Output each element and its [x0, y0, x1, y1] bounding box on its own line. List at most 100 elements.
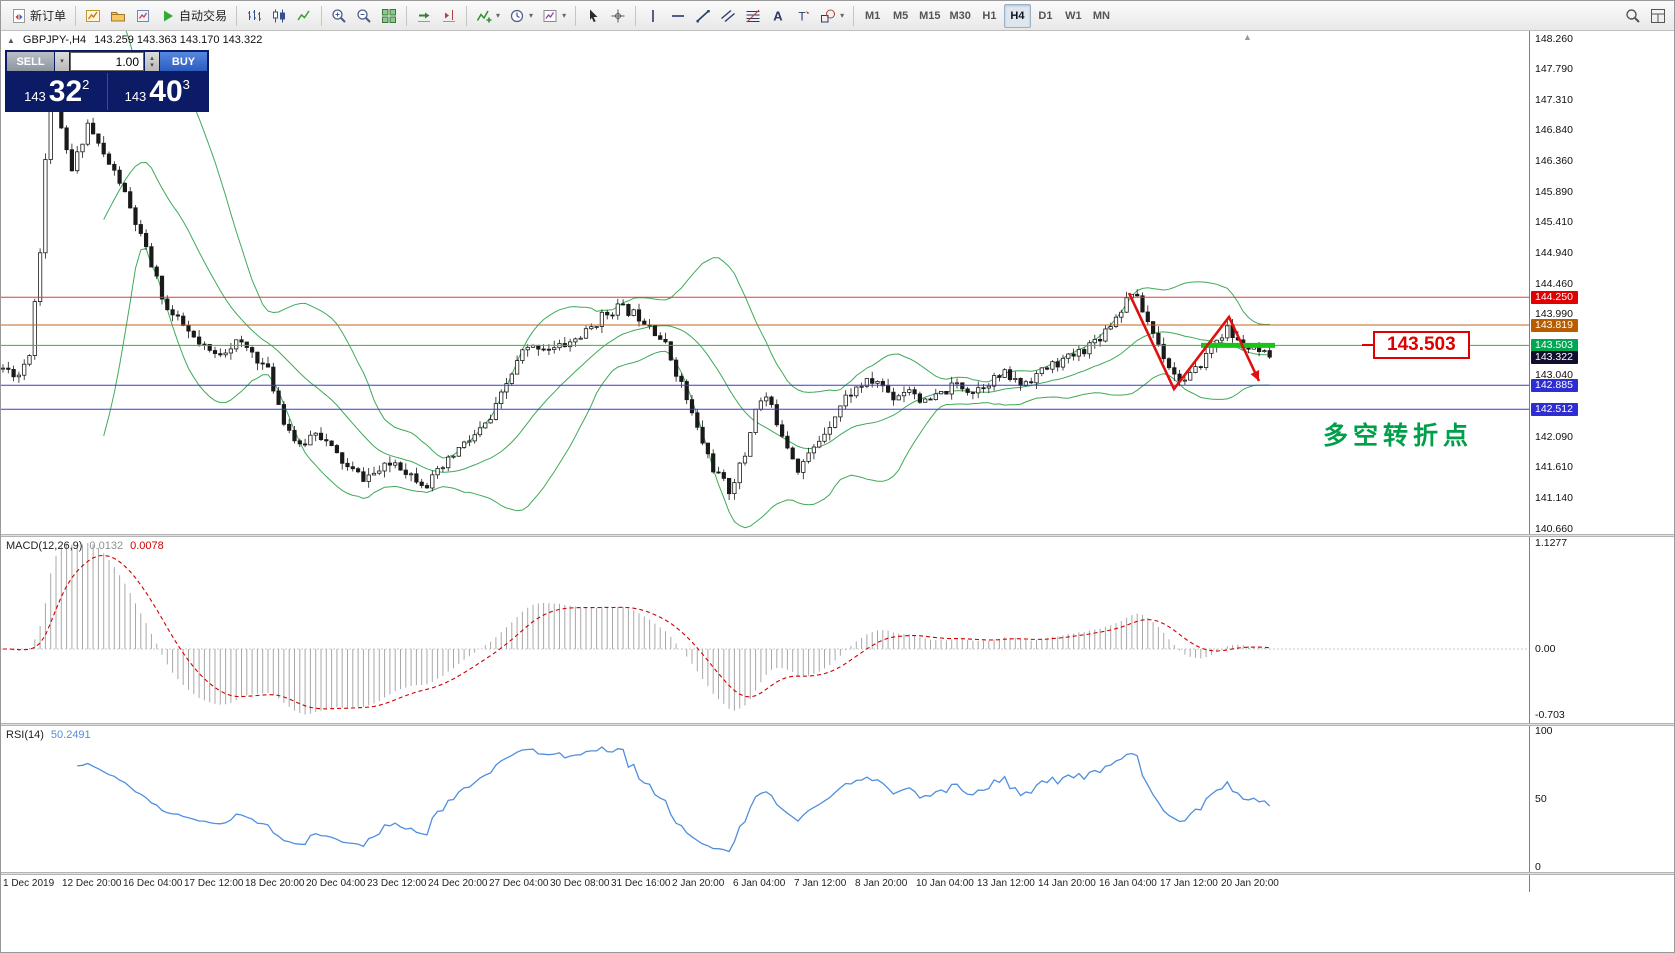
line-chart-icon	[296, 8, 312, 24]
dropdown-caret-icon: ▾	[496, 11, 501, 20]
trade-controls-row: SELL ▾ ▴▾ BUY	[7, 52, 207, 71]
rsi-line	[77, 746, 1271, 853]
search-button[interactable]	[1621, 4, 1645, 28]
timeframe-m5[interactable]: M5	[887, 4, 914, 28]
shapes-button[interactable]: ▾	[816, 4, 848, 28]
crosshair-button[interactable]	[606, 4, 630, 28]
volume-input[interactable]	[70, 52, 144, 71]
trade-prices-row: 143 32 2 143 40 3	[7, 73, 207, 110]
zoom-out-button[interactable]	[352, 4, 376, 28]
time-tick: 8 Jan 20:00	[855, 878, 908, 889]
horizontal-line-button[interactable]	[666, 4, 690, 28]
timeframe-d1-label: D1	[1038, 9, 1053, 22]
candle-chart-button[interactable]	[267, 4, 291, 28]
price-chart-pane: ▲ GBPJPY-,H4 143.259 143.363 143.170 143…	[1, 31, 1529, 534]
text-button[interactable]: A	[766, 4, 790, 28]
macd-pane: MACD(12,26,9) 0.0132 0.0078	[1, 537, 1529, 723]
zigzag-arrow[interactable]	[1127, 292, 1261, 392]
macd-chart[interactable]	[1, 537, 1529, 723]
dropdown-caret-icon: ▾	[529, 11, 534, 20]
timeframe-m15[interactable]: M15	[915, 4, 944, 28]
trendline-button[interactable]	[691, 4, 715, 28]
svg-text:A: A	[773, 8, 783, 23]
bottom-margin	[1, 893, 1674, 952]
timeframe-h4[interactable]: H4	[1003, 3, 1031, 28]
chart-shift-button[interactable]	[437, 4, 461, 28]
toolbar-right	[1621, 4, 1670, 28]
price-tick-143.990: 143.990	[1535, 308, 1573, 320]
price-tick-148.260: 148.260	[1535, 33, 1573, 45]
sell-price-button[interactable]: 143 32 2	[7, 73, 107, 110]
timeframe-w1[interactable]: W1	[1060, 4, 1087, 28]
collapse-icon[interactable]: ▲	[7, 35, 15, 45]
zoom-in-button[interactable]	[327, 4, 351, 28]
window-layout-button[interactable]	[1646, 4, 1670, 28]
cursor-button[interactable]	[581, 4, 605, 28]
stepper-down-icon[interactable]: ▾	[150, 61, 154, 69]
new-chart-button[interactable]	[81, 4, 105, 28]
pane-splitter[interactable]	[1, 872, 1674, 875]
time-axis[interactable]: 1 Dec 2019 12 Dec 20:00 16 Dec 04:00 17 Dec…	[1, 875, 1529, 893]
price-tick-147.310: 147.310	[1535, 94, 1573, 106]
indicators-button[interactable]: ▾	[472, 4, 504, 28]
rsi-chart[interactable]	[1, 726, 1529, 872]
candle-chart-icon	[271, 8, 287, 24]
pane-splitter[interactable]	[1, 534, 1674, 537]
buy-button[interactable]: BUY	[160, 52, 207, 71]
tile-windows-button[interactable]	[377, 4, 401, 28]
buy-price-button[interactable]: 143 40 3	[108, 73, 208, 110]
timeframe-m30[interactable]: M30	[946, 4, 975, 28]
time-tick: 18 Dec 20:00	[245, 878, 305, 889]
toolbar-separator	[575, 5, 577, 26]
auto-scroll-button[interactable]	[412, 4, 436, 28]
timeframe-m5-label: M5	[892, 9, 909, 22]
rsi-scale-tick: 50	[1535, 793, 1547, 805]
market-watch-button[interactable]	[131, 4, 155, 28]
label-icon: T	[795, 8, 811, 24]
autotrading-button[interactable]: 自动交易	[156, 4, 231, 28]
periods-button[interactable]: ▾	[505, 4, 537, 28]
bar-chart-button[interactable]	[242, 4, 266, 28]
macd-histogram	[7, 543, 1271, 715]
annotation-note[interactable]: 多空转折点	[1323, 422, 1474, 450]
timeframe-mn[interactable]: MN	[1088, 4, 1115, 28]
time-tick: 31 Dec 16:00	[611, 878, 671, 889]
sell-button[interactable]: SELL	[7, 52, 54, 71]
channel-button[interactable]	[716, 4, 740, 28]
time-tick: 16 Jan 04:00	[1099, 878, 1157, 889]
vertical-line-button[interactable]	[641, 4, 665, 28]
profiles-button[interactable]	[106, 4, 130, 28]
timeframe-m1[interactable]: M1	[859, 4, 886, 28]
price-callout[interactable]: 143.503	[1362, 331, 1470, 359]
text-label-button[interactable]: T	[791, 4, 815, 28]
pane-splitter[interactable]	[1, 723, 1674, 726]
time-tick: 2 Jan 20:00	[672, 878, 725, 889]
symbol-ohlc: 143.259 143.363 143.170 143.322	[94, 34, 263, 46]
templates-button[interactable]: ▾	[538, 4, 570, 28]
timeframe-w1-label: W1	[1065, 9, 1082, 22]
timeframe-d1[interactable]: D1	[1032, 4, 1059, 28]
autotrading-icon	[160, 8, 176, 24]
stepper-up-icon[interactable]: ▴	[150, 54, 154, 62]
bar-chart-icon	[246, 8, 262, 24]
price-tick-145.410: 145.410	[1535, 216, 1573, 228]
fibonacci-button[interactable]	[741, 4, 765, 28]
time-tick: 6 Jan 04:00	[733, 878, 786, 889]
rsi-value: 50.2491	[50, 729, 91, 741]
price-tick-146.840: 146.840	[1535, 124, 1573, 136]
volume-decrement-button[interactable]: ▾	[55, 52, 69, 71]
chart-shift-marker-icon[interactable]: ▲	[1243, 32, 1252, 42]
timeframe-h1[interactable]: H1	[976, 4, 1003, 28]
rsi-scale-tick: 0	[1535, 861, 1541, 873]
new-order-button[interactable]: 新订单	[7, 4, 70, 28]
price-tick-143.040: 143.040	[1535, 369, 1573, 381]
price-chart[interactable]	[1, 31, 1529, 534]
price-scale[interactable]: 148.260 147.790 147.310 146.840 146.360 145.8…	[1529, 31, 1674, 892]
time-tick: 1 Dec 2019	[3, 878, 55, 889]
rsi-pane: RSI(14) 50.2491	[1, 726, 1529, 872]
trendline-icon	[695, 8, 711, 24]
volume-stepper[interactable]: ▴ ▾	[145, 52, 159, 71]
line-chart-button[interactable]	[292, 4, 316, 28]
price-tick-142.512: 142.512	[1531, 403, 1578, 416]
